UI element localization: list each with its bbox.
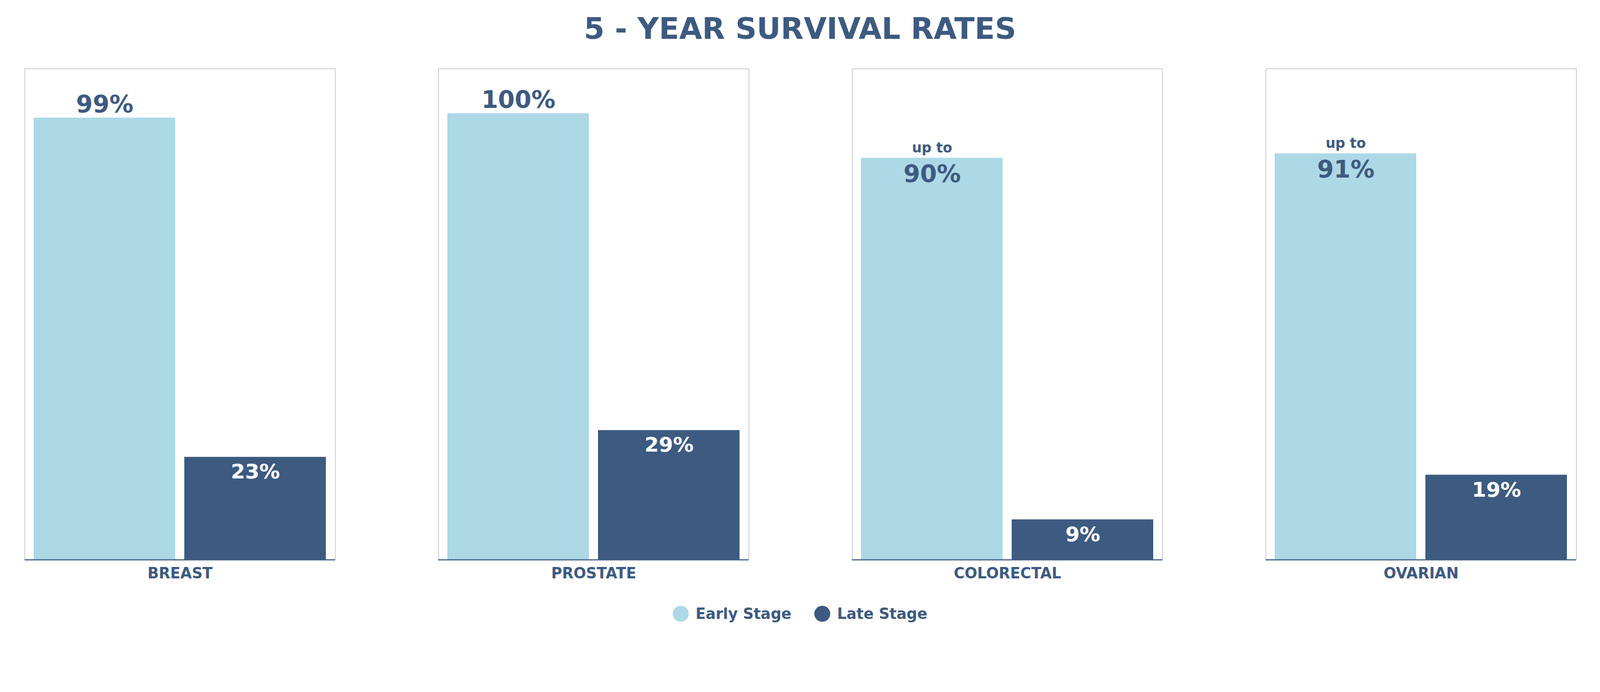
- svg-text:100%: 100%: [481, 85, 556, 114]
- svg-text:99%: 99%: [75, 90, 134, 119]
- svg-text:up to: up to: [1325, 135, 1367, 152]
- svg-text:PROSTATE: PROSTATE: [551, 564, 637, 582]
- svg-text:9%: 9%: [1065, 522, 1101, 546]
- html-text:Late Stage: Late Stage: [837, 604, 928, 622]
- html-text:5 - YEAR SURVIVAL RATES: 5 - YEAR SURVIVAL RATES: [583, 11, 1017, 46]
- html-text:Early Stage: Early Stage: [695, 604, 792, 622]
- svg-text:23%: 23%: [230, 459, 280, 483]
- svg-text:COLORECTAL: COLORECTAL: [953, 564, 1061, 582]
- svg-text:29%: 29%: [644, 432, 694, 456]
- svg-text:91%: 91%: [1316, 155, 1375, 184]
- svg-text:19%: 19%: [1471, 477, 1521, 501]
- svg-text:90%: 90%: [903, 159, 961, 188]
- svg-text:OVARIAN: OVARIAN: [1383, 564, 1459, 582]
- svg-text:up to: up to: [911, 139, 953, 156]
- svg-text:BREAST: BREAST: [147, 564, 213, 582]
